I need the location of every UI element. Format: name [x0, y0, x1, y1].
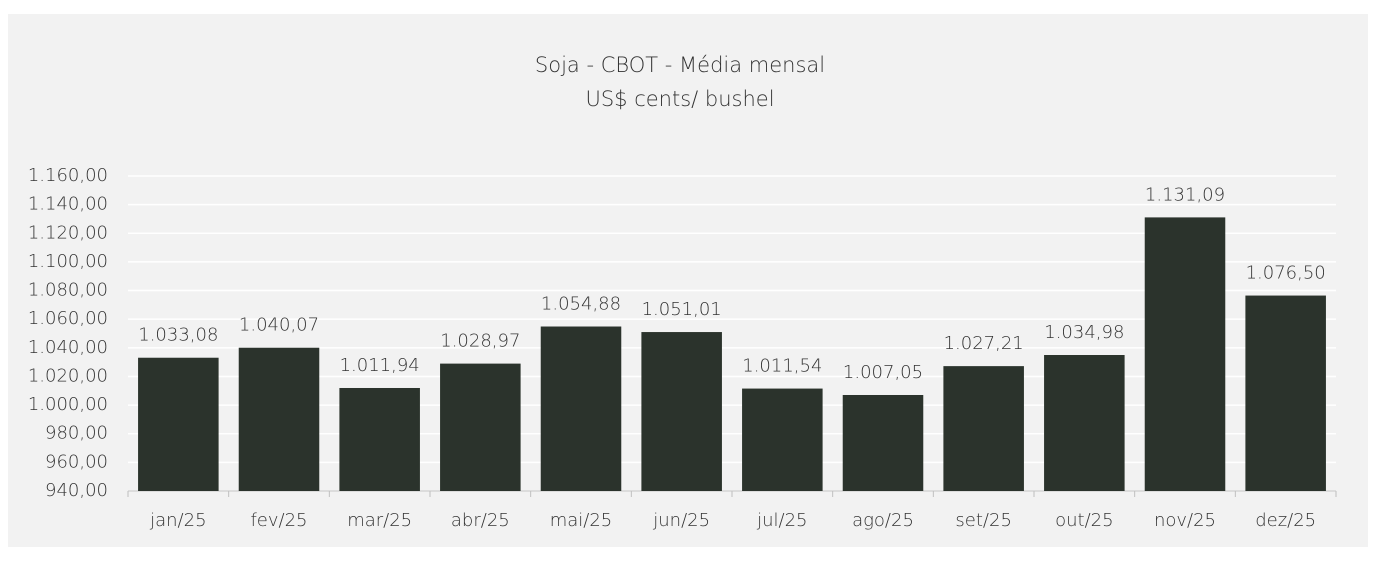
bar	[238, 347, 320, 491]
x-tick-label: set/25	[955, 510, 1011, 531]
x-tick-label: abr/25	[451, 510, 510, 531]
y-tick-label: 1.080,00	[28, 280, 108, 301]
x-tick-label: nov/25	[1154, 510, 1216, 531]
y-tick-label: 1.160,00	[28, 165, 108, 186]
chart-subtitle: US$ cents/ bushel	[585, 87, 774, 111]
data-label: 1.033,08	[138, 325, 218, 346]
data-label: 1.028,97	[440, 331, 520, 352]
bar	[742, 388, 823, 491]
bar	[641, 332, 722, 491]
x-tick-label: out/25	[1055, 510, 1113, 531]
y-tick-label: 1.060,00	[28, 308, 108, 329]
y-tick-label: 1.120,00	[28, 222, 108, 243]
bar	[1245, 295, 1326, 491]
data-label: 1.054,88	[541, 294, 621, 315]
data-label: 1.034,98	[1044, 322, 1124, 343]
y-tick-label: 1.000,00	[28, 394, 108, 415]
data-label: 1.007,05	[843, 362, 923, 383]
bar	[1144, 217, 1226, 491]
x-tick-label: fev/25	[250, 510, 307, 531]
x-tick-label: dez/25	[1255, 510, 1316, 531]
bar	[440, 363, 521, 491]
x-tick-label: jul/25	[756, 510, 807, 531]
data-label: 1.051,01	[642, 299, 722, 320]
y-tick-label: 980,00	[45, 423, 108, 444]
data-label: 1.076,50	[1246, 263, 1326, 284]
y-tick-label: 1.100,00	[28, 251, 108, 272]
x-tick-label: jan/25	[149, 510, 206, 531]
bar	[842, 394, 924, 491]
x-tick-label: ago/25	[852, 510, 914, 531]
chart-title: Soja - CBOT - Média mensal	[535, 53, 825, 77]
data-label: 1.040,07	[239, 315, 319, 336]
y-tick-label: 1.020,00	[28, 365, 108, 386]
data-label: 1.131,09	[1145, 184, 1225, 205]
x-tick-label: jun/25	[652, 510, 710, 531]
y-tick-label: 1.040,00	[28, 337, 108, 358]
y-tick-label: 940,00	[45, 480, 108, 501]
bar	[1044, 355, 1125, 491]
data-label: 1.011,94	[340, 355, 420, 376]
x-tick-label: mar/25	[347, 510, 412, 531]
bar	[540, 326, 622, 491]
x-tick-label: mai/25	[550, 510, 613, 531]
bar	[138, 357, 219, 491]
data-label: 1.011,54	[742, 356, 822, 377]
y-tick-label: 1.140,00	[28, 194, 108, 215]
bar	[943, 366, 1024, 491]
bar	[339, 387, 420, 491]
y-tick-label: 960,00	[45, 451, 108, 472]
data-label: 1.027,21	[944, 333, 1024, 354]
